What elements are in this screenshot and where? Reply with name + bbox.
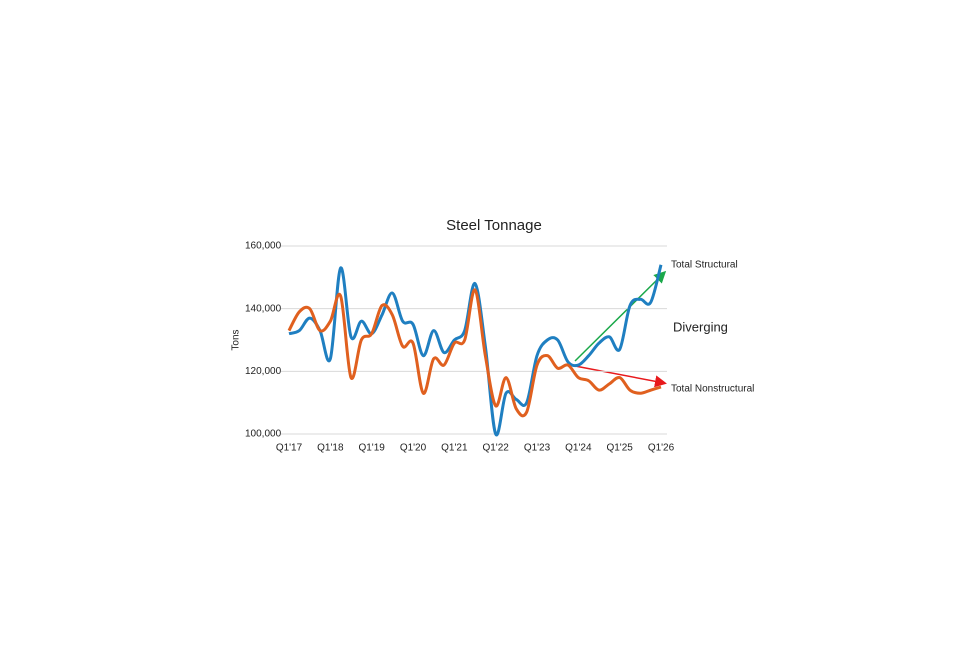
x-tick-label: Q1'23 xyxy=(524,443,551,454)
x-tick-label: Q1'24 xyxy=(565,443,592,454)
y-tick-label: 160,000 xyxy=(245,241,282,252)
trend-arrow xyxy=(574,365,667,388)
x-tick-label: Q1'25 xyxy=(606,443,633,454)
y-tick-label: 100,000 xyxy=(245,429,282,440)
x-tick-label: Q1'20 xyxy=(400,443,427,454)
y-tick-label: 120,000 xyxy=(245,366,282,377)
series-label: Total Nonstructural xyxy=(671,384,754,395)
trend-arrow xyxy=(574,270,667,362)
x-tick-label: Q1'21 xyxy=(441,443,468,454)
series-label: Total Structural xyxy=(671,260,738,271)
chart-title: Steel Tonnage xyxy=(446,217,542,234)
x-tick-label: Q1'19 xyxy=(358,443,385,454)
x-tick-label: Q1'18 xyxy=(317,443,344,454)
x-tick-label: Q1'26 xyxy=(648,443,675,454)
series-line xyxy=(287,288,662,418)
annotation: Diverging xyxy=(673,319,728,334)
x-tick-label: Q1'22 xyxy=(482,443,509,454)
x-tick-label: Q1'17 xyxy=(276,443,303,454)
y-tick-label: 140,000 xyxy=(245,303,282,314)
series-line xyxy=(288,264,663,437)
y-axis-label: Tons xyxy=(231,329,242,350)
